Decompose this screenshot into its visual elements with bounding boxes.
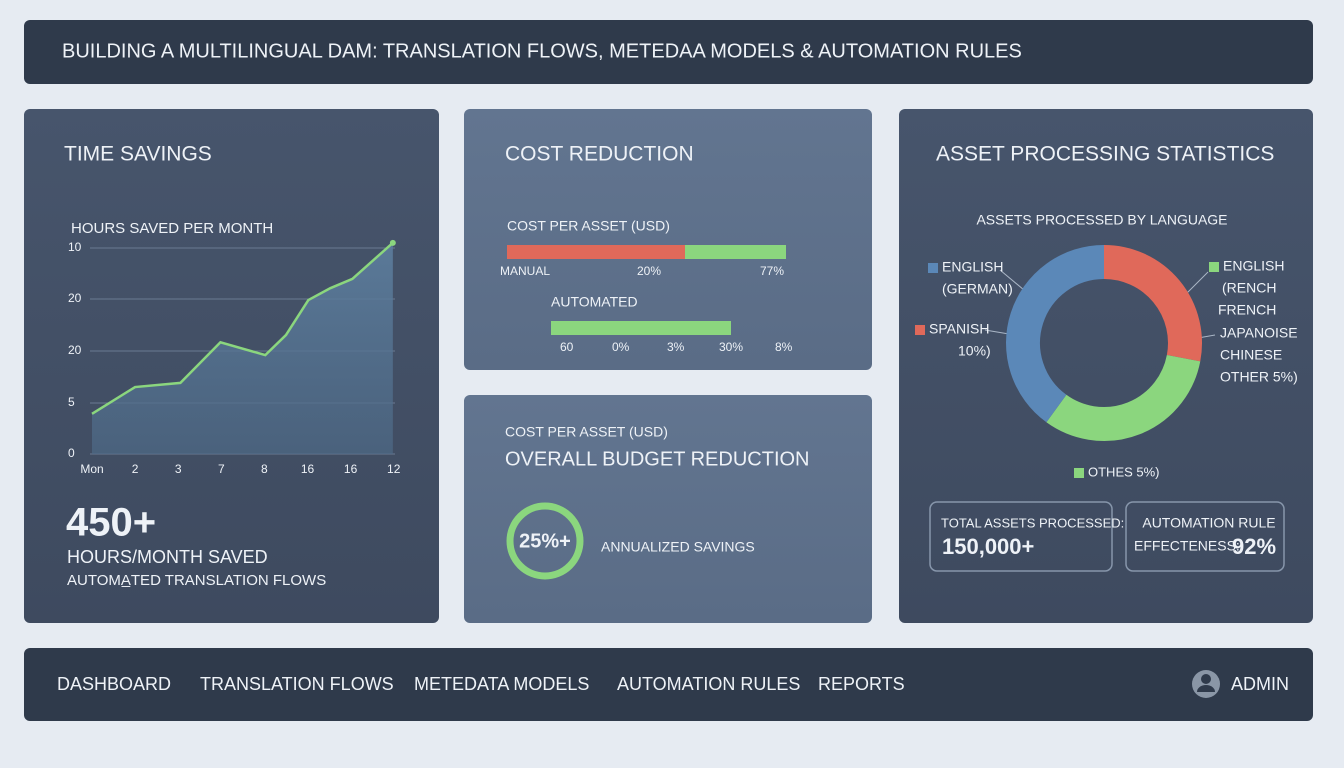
nav-item[interactable]: DASHBOARD [57,674,171,694]
legend-label: JAPANOISE [1220,325,1298,341]
bar-label: 3% [667,340,685,354]
line-end-dot [389,239,396,246]
x-tick-label: 8 [261,462,268,476]
bar-label: 0% [612,340,630,354]
stat-value: 450+ [66,501,156,545]
bar-segment [551,321,731,335]
bar-label: 30% [719,340,743,354]
y-tick-label: 10 [68,240,82,254]
nav-item[interactable]: REPORTS [818,674,905,694]
x-tick-label: 7 [218,462,225,476]
legend-label: OTHER 5%) [1220,369,1298,385]
stat-label: EFFECTENESS: [1134,538,1240,554]
bar-label: 77% [760,264,784,278]
x-tick-label: 16 [301,462,315,476]
donut-segment [1006,245,1105,423]
nav-item[interactable]: TRANSLATION FLOWS [200,674,394,694]
x-tick-label: 12 [387,462,401,476]
stat-box [1125,501,1285,572]
bar-label: MANUAL [500,264,550,278]
stat-label: AUTOMATION RULE [1142,515,1275,531]
ring-caption: ANNUALIZED SAVINGS [601,539,755,555]
legend-label: CHINESE [1220,347,1282,363]
stat-label: TOTAL ASSETS PROCESSED: [941,515,1124,530]
legend-swatch [928,263,938,273]
ring-label: 25%+ [519,530,571,552]
legend-label: OTHES 5%) [1088,464,1160,479]
x-tick-label: 2 [132,462,139,476]
user-icon-body [1197,685,1215,692]
bar-label: 8% [775,340,793,354]
donut-segment [1103,245,1202,362]
progress-ring [506,502,584,580]
nav-item[interactable]: METEDATA MODELS [414,674,589,694]
chart-title: ASSETS PROCESSED BY LANGUAGE [976,212,1227,228]
legend-label: ENGLISH [942,259,1003,275]
legend-label: 10%) [958,343,991,359]
card-subtitle: COST PER ASSET (USD) [505,424,668,440]
legend-swatch [1209,262,1219,272]
page-title: BUILDING A MULTILINGUAL DAM: TRANSLATION… [62,40,1022,62]
legend-label: (GERMAN) [942,281,1013,297]
legend-swatch [915,325,925,335]
stat-value: 92% [1232,534,1276,559]
donut-segment [1046,354,1201,441]
card [464,109,872,370]
stat-box [929,501,1113,572]
legend-label: (RENCH [1222,280,1276,296]
chart-title: HOURS SAVED PER MONTH [71,220,273,237]
nav-item[interactable]: AUTOMATION RULES [617,674,800,694]
bar-title: AUTOMATED [551,294,638,310]
card [899,109,1313,623]
x-tick-label: Mon [80,462,103,476]
x-tick-label: 16 [344,462,358,476]
card-title: ASSET PROCESSING STATISTICS [936,143,1274,166]
bar-segment [685,245,786,259]
y-tick-label: 20 [68,291,82,305]
card-title: TIME SAVINGS [64,143,212,166]
y-tick-label: 0 [68,446,75,460]
bar-segment [507,245,685,259]
stat-note: AUTOMA̲TED TRANSLATION FLOWS [67,572,326,589]
line [91,241,394,415]
user-name[interactable]: ADMIN [1231,674,1289,694]
legend-label: ENGLISH [1223,258,1284,274]
x-tick-label: 3 [175,462,182,476]
legend-swatch [1074,468,1084,478]
bar-label: 60 [560,340,574,354]
stat-label: HOURS/MONTH SAVED [67,547,268,567]
nav-bar [24,648,1313,721]
bar-label: 20% [637,264,661,278]
y-tick-label: 20 [68,343,82,357]
y-tick-label: 5 [68,395,75,409]
card-title: COST REDUCTION [505,143,694,166]
user-icon-head [1201,674,1211,684]
header-bar [24,20,1313,84]
legend-label: FRENCH [1218,302,1276,318]
stat-value: 150,000+ [942,534,1034,559]
card-title: OVERALL BUDGET REDUCTION [505,448,810,470]
legend-label: SPANISH [929,321,989,337]
chart-title: COST PER ASSET (USD) [507,218,670,234]
